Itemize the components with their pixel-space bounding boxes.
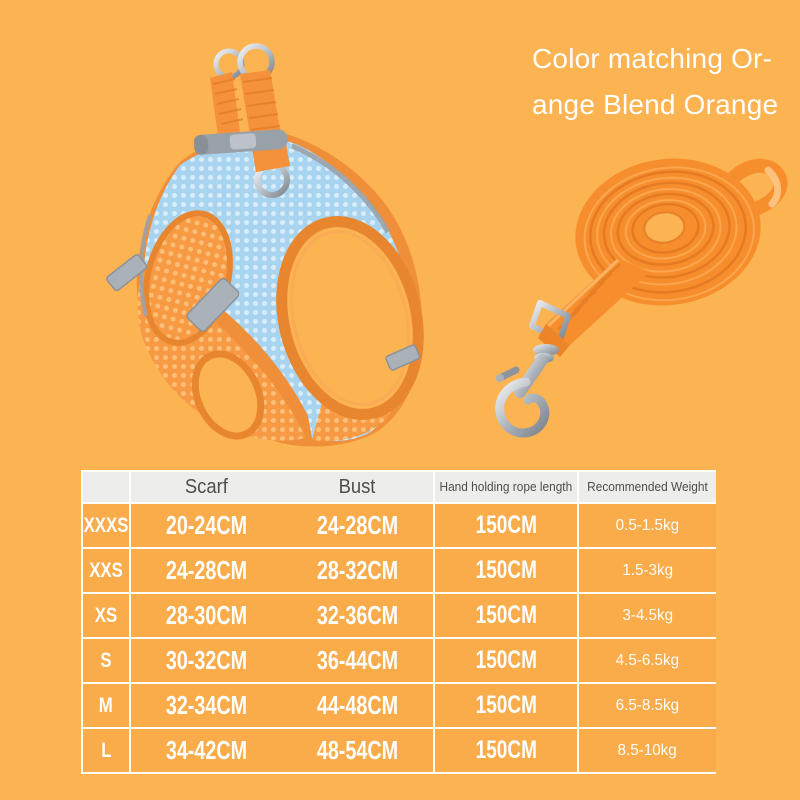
row-xxs-measurements: 24-28CM 28-32CM: [131, 549, 433, 592]
row-xxxs-size: XXXS: [83, 504, 129, 547]
row-s-rope: 150CM: [435, 639, 577, 682]
row-xxs-size: XXS: [83, 549, 129, 592]
row-xxs-bust: 28-32CM: [316, 555, 399, 585]
header-cell-weight: Recommended Weight: [579, 472, 716, 502]
row-m-size: M: [83, 684, 129, 727]
row-m-measurements: 32-34CM 44-48CM: [131, 684, 433, 727]
row-xxxs-scarf: 20-24CM: [165, 510, 248, 540]
row-l-scarf: 34-42CM: [165, 735, 248, 765]
row-xs-rope: 150CM: [435, 594, 577, 637]
opening-highlight: [290, 230, 410, 406]
row-xs-bust: 32-36CM: [316, 600, 399, 630]
row-xs-scarf: 28-30CM: [165, 600, 248, 630]
row-l-measurements: 34-42CM 48-54CM: [131, 729, 433, 772]
row-s-weight: 4.5-6.5kg: [579, 639, 716, 682]
product-title: Color matching Or- ange Blend Orange: [532, 36, 782, 128]
row-m-bust: 44-48CM: [316, 690, 399, 720]
size-chart-table: Scarf Bust Hand holding rope length Reco…: [81, 470, 716, 774]
row-xxs-weight: 1.5-3kg: [579, 549, 716, 592]
harness-front-opening: [276, 216, 424, 420]
buckle-icon: [193, 129, 288, 155]
header-label-bust: Bust: [339, 475, 376, 498]
row-xxxs-weight: 0.5-1.5kg: [579, 504, 716, 547]
product-title-line1: Color matching Or-: [532, 43, 773, 74]
snap-hook-icon: [495, 300, 571, 438]
row-m-scarf: 32-34CM: [165, 690, 248, 720]
row-xxs-scarf: 24-28CM: [165, 555, 248, 585]
header-label-weight: Recommended Weight: [587, 480, 708, 494]
reflective-strips: [106, 254, 421, 371]
row-xs-measurements: 28-30CM 32-36CM: [131, 594, 433, 637]
header-cell-scarf-bust: Scarf Bust: [131, 472, 433, 502]
harness-leg-opening: [191, 350, 265, 440]
row-m-rope: 150CM: [435, 684, 577, 727]
header-label-scarf: Scarf: [185, 475, 228, 498]
row-l-size: L: [83, 729, 129, 772]
row-xxxs-rope: 150CM: [435, 504, 577, 547]
row-xs-size: XS: [83, 594, 129, 637]
header-cell-size: [83, 472, 129, 502]
row-s-measurements: 30-32CM 36-44CM: [131, 639, 433, 682]
header-cell-rope: Hand holding rope length: [435, 472, 577, 502]
product-title-line2: ange Blend Orange: [532, 89, 779, 120]
row-xs-weight: 3-4.5kg: [579, 594, 716, 637]
row-xxxs-bust: 24-28CM: [316, 510, 399, 540]
row-l-bust: 48-54CM: [316, 735, 399, 765]
harness-hardware: [193, 43, 290, 198]
harness-photo: [106, 43, 424, 447]
row-s-scarf: 30-32CM: [165, 645, 248, 675]
row-xxxs-measurements: 20-24CM 24-28CM: [131, 504, 433, 547]
row-xxs-rope: 150CM: [435, 549, 577, 592]
row-m-weight: 6.5-8.5kg: [579, 684, 716, 727]
row-s-size: S: [83, 639, 129, 682]
header-label-rope: Hand holding rope length: [439, 480, 573, 494]
row-s-bust: 36-44CM: [316, 645, 399, 675]
row-l-rope: 150CM: [435, 729, 577, 772]
reflective-piping-top: [291, 143, 391, 234]
row-l-weight: 8.5-10kg: [579, 729, 716, 772]
leash-photo: [495, 158, 788, 438]
